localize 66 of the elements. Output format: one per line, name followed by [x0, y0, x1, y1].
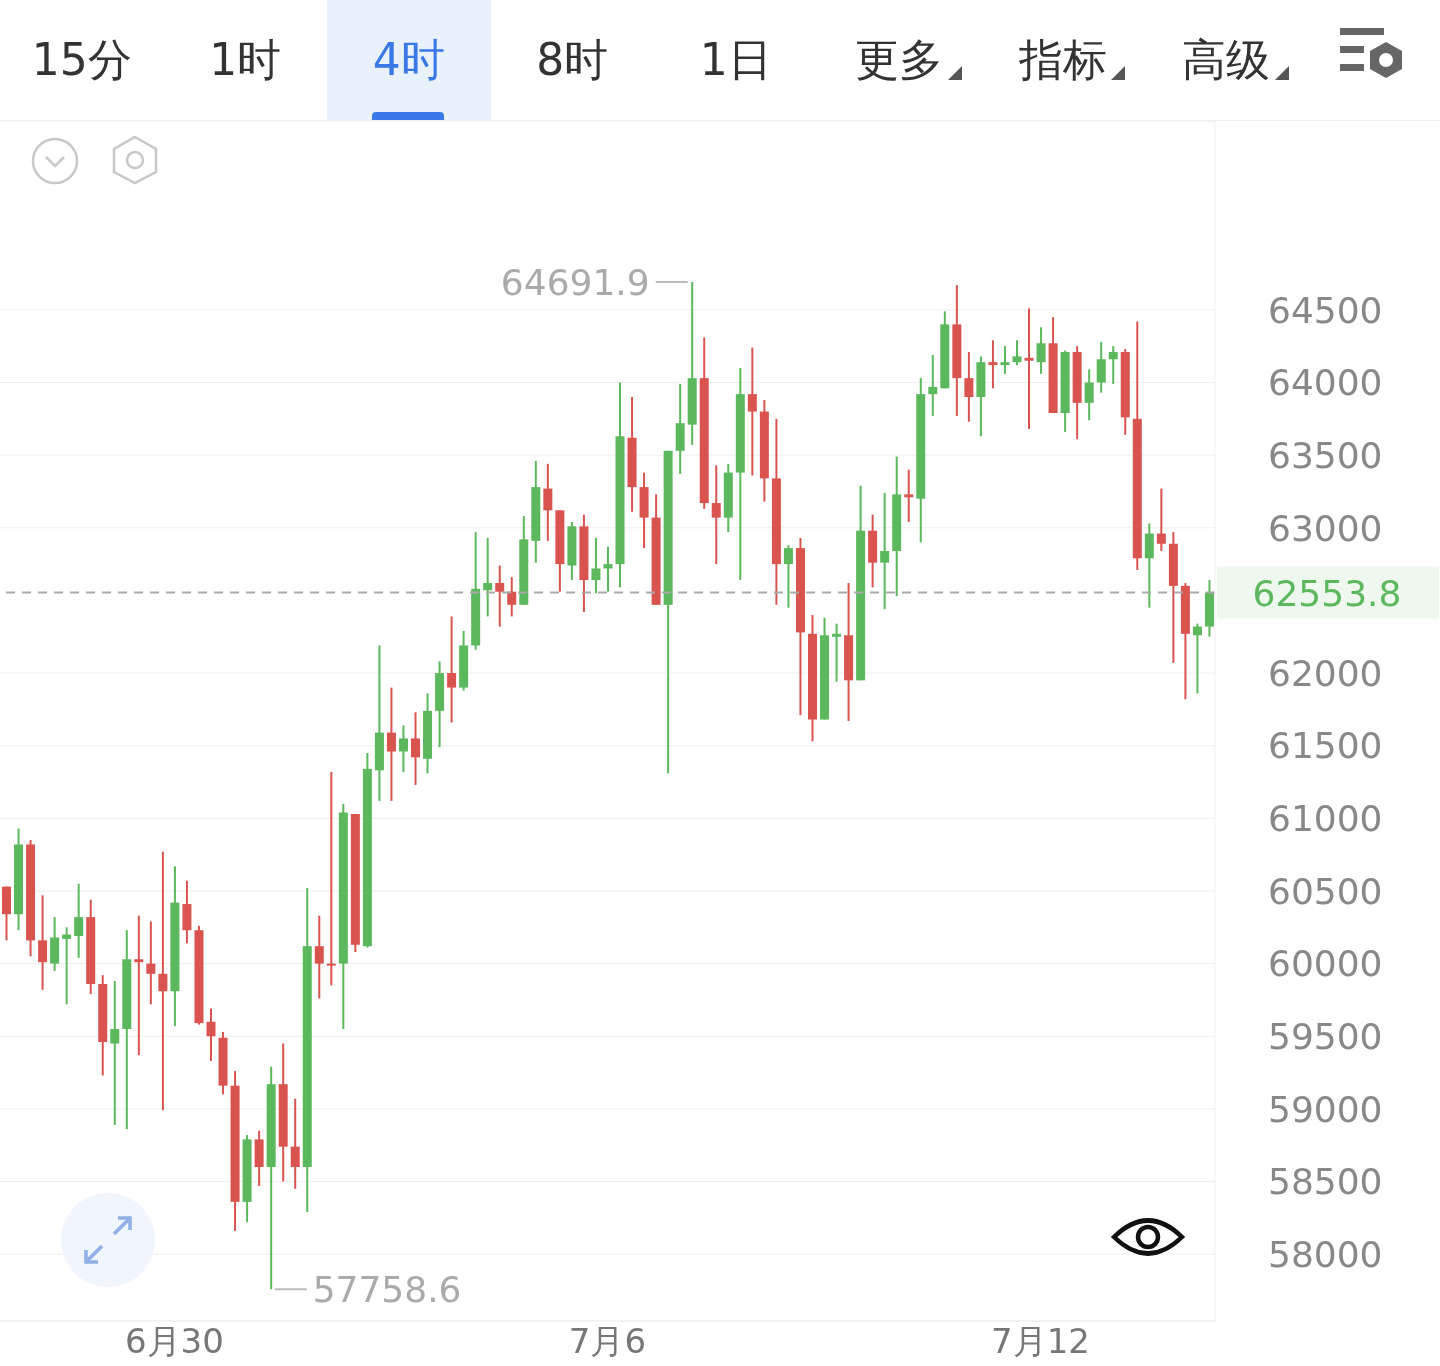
annotation: 57758.6	[312, 1269, 462, 1311]
candlestick	[483, 536, 493, 618]
candlestick	[928, 353, 938, 417]
candlestick	[988, 339, 998, 390]
candlestick	[1156, 487, 1166, 553]
text: 15分	[31, 32, 132, 87]
candlestick	[62, 926, 72, 1006]
text: 高级	[1182, 32, 1271, 87]
text: 指标	[1018, 32, 1107, 87]
candlestick	[603, 545, 613, 593]
y-tick-label: 60500	[1268, 870, 1383, 912]
candlestick	[1012, 339, 1022, 367]
candlestick	[904, 468, 914, 523]
candlestick	[711, 464, 721, 566]
y-tick-label: 58000	[1268, 1233, 1383, 1275]
candlestick	[38, 894, 48, 991]
y-tick-label: 61000	[1268, 798, 1383, 840]
text: 1日	[699, 32, 772, 87]
y-tick-label: 63000	[1268, 507, 1383, 549]
candlestick	[1096, 340, 1106, 394]
y-tick-label: 58500	[1268, 1161, 1383, 1203]
x-tick-label: 6月30	[124, 1321, 224, 1362]
candlestick	[591, 536, 601, 595]
candlestick	[1000, 345, 1010, 375]
text: 4时	[372, 32, 445, 87]
candlestick	[543, 462, 553, 542]
candlestick	[1108, 345, 1118, 385]
candlestick	[398, 724, 408, 773]
candlestick	[783, 544, 793, 609]
candlestick	[206, 1007, 216, 1062]
candlestick	[386, 686, 396, 802]
x-tick-label: 7月6	[568, 1321, 647, 1362]
candlestick	[146, 920, 156, 1006]
candlestick	[134, 914, 144, 1057]
text: 1时	[209, 32, 282, 87]
candlestick	[110, 980, 120, 1126]
candlestick	[1084, 368, 1094, 422]
candlestick	[314, 914, 324, 1000]
text: 8时	[536, 32, 609, 87]
x-tick-label: 7月12	[991, 1321, 1091, 1362]
candlestick	[1192, 622, 1202, 695]
candlestick	[290, 1097, 300, 1190]
candlestick	[964, 350, 974, 423]
y-tick-label: 64500	[1268, 289, 1383, 331]
candlestick	[1024, 307, 1034, 430]
y-tick-label: 59000	[1268, 1088, 1383, 1130]
y-tick-label: 61500	[1268, 725, 1383, 767]
y-tick-label: 64000	[1268, 362, 1383, 404]
y-tick-label: 62000	[1268, 652, 1383, 694]
candlestick	[507, 576, 517, 618]
candlestick	[326, 770, 336, 987]
candlestick	[74, 882, 84, 959]
y-tick-label: 63500	[1268, 434, 1383, 476]
candlestick	[158, 850, 168, 1112]
text: 更多	[855, 32, 944, 87]
candlestick	[880, 491, 890, 611]
ref-line-label: 62553.8	[1252, 572, 1402, 614]
y-tick-label: 60000	[1268, 943, 1383, 985]
candlestick	[495, 564, 505, 628]
candlestick	[832, 622, 842, 683]
y-tick-label: 59500	[1268, 1016, 1383, 1058]
candlestick	[411, 711, 421, 786]
candlestick	[447, 615, 457, 724]
candlestick	[747, 346, 757, 477]
candlestick	[1036, 326, 1046, 375]
annotation: 64691.9	[500, 261, 650, 303]
